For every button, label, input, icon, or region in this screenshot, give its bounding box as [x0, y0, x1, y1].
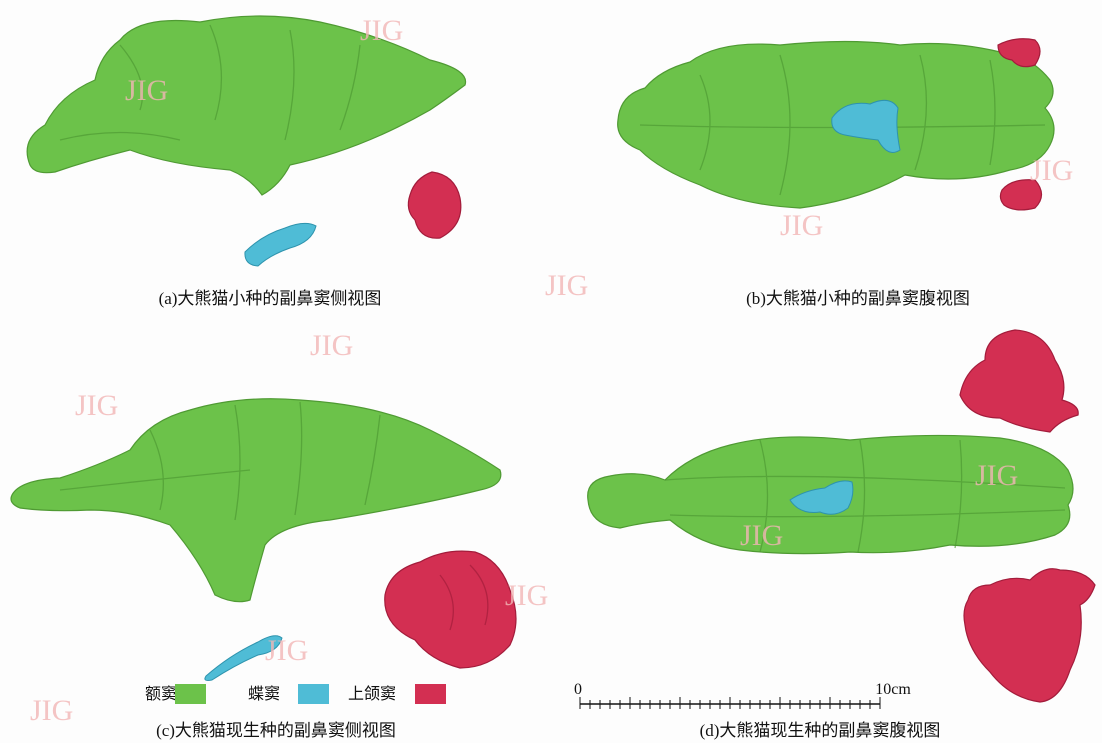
panel-caption: (c)大熊猫现生种的副鼻窦侧视图 — [156, 721, 396, 740]
watermark: JIG — [505, 579, 548, 612]
legend-label: 蝶窦 — [248, 685, 280, 703]
legend-swatch — [175, 684, 206, 704]
scale-end-label: 10cm — [875, 681, 911, 698]
legend-label: 额窦 — [145, 685, 177, 703]
watermark: JIG — [310, 329, 353, 362]
watermark: JIG — [360, 14, 403, 47]
panel-c-render — [10, 398, 517, 681]
panel-d-render — [587, 329, 1096, 703]
watermark: JIG — [265, 634, 308, 667]
watermark: JIG — [545, 269, 588, 302]
panel-a-render — [26, 15, 467, 267]
legend-swatch — [298, 684, 329, 704]
legend: 额窦 蝶窦 上颌窦 — [145, 684, 446, 704]
watermark: JIG — [780, 209, 823, 242]
panel-b-render — [617, 38, 1055, 211]
watermark: JIG — [125, 74, 168, 107]
legend-swatch — [415, 684, 446, 704]
panel-caption: (b)大熊猫小种的副鼻窦腹视图 — [746, 289, 970, 308]
panel-caption: (d)大熊猫现生种的副鼻窦腹视图 — [700, 721, 941, 740]
scale-bar: 0 10cm — [574, 681, 911, 709]
watermark: JIG — [740, 519, 783, 552]
watermark: JIG — [1030, 154, 1073, 187]
watermark: JIG — [75, 389, 118, 422]
panel-caption: (a)大熊猫小种的副鼻窦侧视图 — [159, 289, 382, 308]
scale-start-label: 0 — [574, 681, 582, 698]
watermark: JIG — [30, 694, 73, 727]
legend-label: 上颌窦 — [348, 685, 396, 703]
watermark: JIG — [975, 459, 1018, 492]
